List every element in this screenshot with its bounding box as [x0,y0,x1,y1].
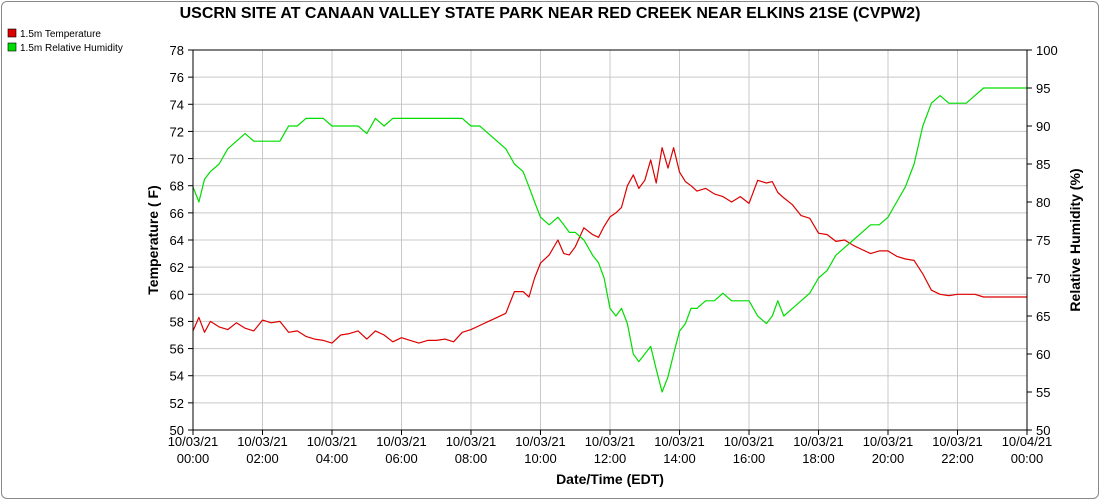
chart-title: USCRN SITE AT CANAAN VALLEY STATE PARK N… [180,5,921,22]
x-tick-time-10: 20:00 [872,451,905,466]
x-tick-time-12: 00:00 [1011,451,1044,466]
x-tick-time-9: 18:00 [802,451,835,466]
y-axis-left-ticks: 50 52 54 56 58 60 62 64 66 68 70 72 74 76 78 [170,43,193,438]
y-left-tick-label-11: 72 [170,124,184,139]
y-left-tick-label-7: 64 [170,233,184,248]
y-right-tick-label-10: 100 [1036,43,1058,58]
y-right-tick-label-0: 50 [1036,423,1050,438]
y-right-tick-label-7: 85 [1036,157,1050,172]
x-tick-time-2: 04:00 [316,451,349,466]
y-left-tick-label-14: 78 [170,43,184,58]
x-tick-date-4: 10/03/21 [446,434,497,449]
x-tick-time-8: 16:00 [733,451,766,466]
x-tick-date-10: 10/03/21 [863,434,914,449]
y-right-tick-label-2: 60 [1036,347,1050,362]
y-left-tick-label-4: 58 [170,314,184,329]
x-axis-ticks: 10/03/21 00:00 10/03/21 02:00 10/03/21 04:00 1… [168,430,1053,466]
y-axis-right-ticks: 50 55 60 65 70 75 80 85 90 95 100 [1027,43,1058,438]
legend: 1.5m Temperature 1.5m Relative Humidity [7,28,123,54]
y-right-tick-label-8: 90 [1036,119,1050,134]
y-left-tick-label-3: 56 [170,342,184,357]
legend-label-temperature: 1.5m Temperature [20,29,101,40]
x-tick-time-0: 00:00 [177,451,210,466]
x-tick-time-6: 12:00 [594,451,627,466]
y-axis-right-title: Relative Humidity (%) [1067,168,1083,311]
x-tick-date-11: 10/03/21 [932,434,983,449]
y-right-tick-label-4: 70 [1036,271,1050,286]
x-tick-time-1: 02:00 [246,451,279,466]
legend-label-humidity: 1.5m Relative Humidity [20,43,123,54]
y-left-tick-label-5: 60 [170,287,184,302]
y-left-tick-label-13: 76 [170,70,184,85]
y-left-tick-label-6: 62 [170,260,184,275]
x-tick-date-0: 10/03/21 [168,434,219,449]
y-left-tick-label-1: 52 [170,396,184,411]
x-tick-date-2: 10/03/21 [307,434,358,449]
y-left-tick-label-10: 70 [170,152,184,167]
y-right-tick-label-6: 80 [1036,195,1050,210]
series-line-humidity [192,87,1027,393]
x-tick-time-11: 22:00 [941,451,974,466]
x-tick-date-1: 10/03/21 [237,434,288,449]
y-right-tick-label-9: 95 [1036,81,1050,96]
x-tick-time-4: 08:00 [455,451,488,466]
y-left-tick-label-2: 54 [170,369,184,384]
x-tick-date-9: 10/03/21 [793,434,844,449]
legend-swatch-humidity [7,42,17,52]
x-tick-date-7: 10/03/21 [654,434,705,449]
x-tick-date-8: 10/03/21 [724,434,775,449]
x-tick-date-6: 10/03/21 [585,434,636,449]
plot-area [192,49,1028,431]
x-tick-time-3: 06:00 [385,451,418,466]
y-right-tick-label-3: 65 [1036,309,1050,324]
y-left-tick-label-0: 50 [170,423,184,438]
y-left-tick-label-9: 68 [170,179,184,194]
series-line-temperature [192,147,1027,344]
y-left-tick-label-12: 74 [170,97,184,112]
x-tick-time-7: 14:00 [663,451,696,466]
x-tick-date-5: 10/03/21 [515,434,566,449]
x-tick-time-5: 10:00 [524,451,557,466]
y-right-tick-label-1: 55 [1036,385,1050,400]
grid [192,49,1028,431]
x-tick-date-3: 10/03/21 [376,434,427,449]
y-right-tick-label-5: 75 [1036,233,1050,248]
y-left-tick-label-8: 66 [170,206,184,221]
y-axis-left-title: Temperature ( F) [145,185,161,294]
x-tick-date-12: 10/04/21 [1002,434,1053,449]
series-layer [192,87,1027,393]
x-axis-title: Date/Time (EDT) [556,471,664,487]
legend-swatch-temperature [7,28,17,38]
